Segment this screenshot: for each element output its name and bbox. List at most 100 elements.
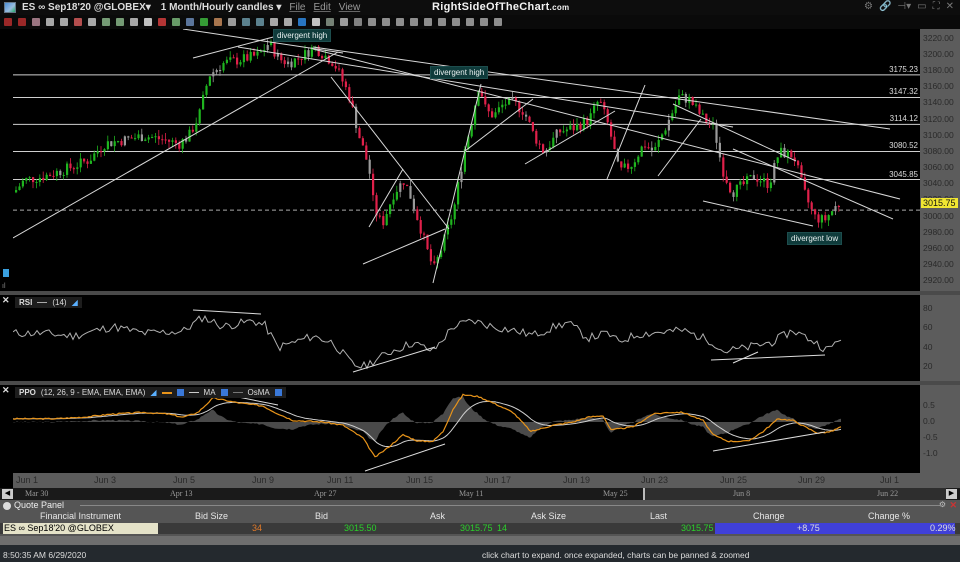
circle-icon[interactable] — [88, 18, 96, 26]
collapse-icon[interactable] — [3, 502, 11, 510]
pane-marker-icon[interactable] — [3, 269, 9, 277]
trendline[interactable] — [524, 110, 616, 165]
col-change-pct[interactable]: Change % — [868, 511, 911, 521]
more-dropdown-icon[interactable] — [494, 18, 502, 26]
close-icon[interactable]: ✕ — [945, 1, 954, 12]
pane-separator[interactable] — [0, 381, 960, 385]
trendline[interactable] — [182, 29, 344, 54]
pane-separator[interactable] — [0, 291, 960, 295]
rsi-close-icon[interactable]: ✕ — [2, 295, 10, 305]
navigator-thumb[interactable] — [643, 488, 946, 500]
palette-icon[interactable] — [74, 18, 82, 26]
menu-edit[interactable]: Edit — [313, 2, 331, 13]
trendline[interactable] — [312, 46, 891, 130]
layout-icon[interactable] — [130, 18, 138, 26]
pointer-icon[interactable] — [32, 18, 40, 26]
time-axis[interactable]: Jun 1 Jun 3 Jun 5 Jun 9 Jun 11 Jun 15 Jun 17 Ju… — [13, 473, 960, 488]
trendline[interactable] — [368, 168, 404, 228]
pin-icon[interactable]: ⊣▾ — [897, 1, 912, 12]
globe-icon[interactable] — [214, 18, 222, 26]
maximize-icon[interactable]: ⛶ — [932, 1, 940, 12]
print-icon[interactable] — [60, 18, 68, 26]
col-bid[interactable]: Bid — [315, 511, 329, 521]
rsi-trendline[interactable] — [732, 351, 759, 364]
ppo-trendline[interactable] — [364, 443, 446, 472]
rsi-legend[interactable]: RSI (14) ◢ — [15, 297, 82, 308]
snapshot-icon[interactable] — [102, 18, 110, 26]
trendline[interactable] — [702, 200, 814, 227]
draw-line-icon[interactable] — [158, 18, 166, 26]
ppo-legend[interactable]: PPO (12, 26, 9 - EMA, EMA, EMA) ◢ MA OsM… — [15, 387, 286, 398]
rsi-trendline[interactable] — [710, 354, 826, 361]
rsi-axis[interactable]: 80 60 40 20 — [920, 295, 960, 381]
candlesticks[interactable] — [15, 39, 840, 269]
crosshair-icon[interactable] — [18, 18, 26, 26]
remove-icon[interactable] — [4, 18, 12, 26]
trendline[interactable] — [657, 118, 702, 177]
ppo-canvas[interactable] — [13, 385, 920, 473]
settings-icon[interactable]: ⚙ — [864, 1, 873, 12]
trendline[interactable] — [606, 84, 646, 180]
col-ask-size[interactable]: Ask Size — [531, 511, 567, 521]
redo-icon[interactable] — [284, 18, 292, 26]
fit2-icon[interactable] — [438, 18, 446, 26]
timeframe-selector[interactable]: 1 Month/Hourly candles ▾ — [160, 2, 282, 13]
ma-visible-checkbox[interactable] — [220, 389, 228, 396]
panel-resize-strip[interactable] — [0, 536, 960, 545]
trendline[interactable] — [464, 98, 534, 152]
scroll-left-button[interactable]: ◀ — [2, 489, 13, 499]
ppo-pane[interactable]: PPO (12, 26, 9 - EMA, EMA, EMA) ◢ MA OsM… — [13, 385, 920, 473]
bar-spacing2-icon[interactable] — [410, 18, 418, 26]
fib-icon[interactable] — [354, 18, 362, 26]
trendline[interactable] — [237, 46, 734, 128]
annotation-label[interactable]: divergent high — [273, 29, 332, 42]
forward-icon[interactable] — [298, 18, 306, 26]
trendline[interactable] — [732, 148, 894, 220]
trendline[interactable] — [362, 228, 446, 265]
rsi-canvas[interactable] — [13, 295, 920, 381]
annotation-label[interactable]: divergent high — [430, 66, 489, 79]
trendline[interactable] — [432, 83, 482, 284]
bar-style-icon[interactable] — [172, 18, 180, 26]
volume-toggle-icon[interactable]: ıl — [2, 283, 6, 290]
filter2-icon[interactable] — [312, 18, 320, 26]
trendline[interactable] — [312, 48, 901, 200]
trendline[interactable] — [330, 76, 450, 230]
bar-spacing-icon[interactable] — [396, 18, 404, 26]
grid-icon[interactable] — [46, 18, 54, 26]
col-last[interactable]: Last — [650, 511, 668, 521]
quote-panel-header[interactable]: Quote Panel ⚙ ✕ — [0, 500, 960, 511]
undo-icon[interactable] — [270, 18, 278, 26]
panel-close-icon[interactable]: ✕ — [949, 500, 957, 510]
annotation-label[interactable]: divergent low — [787, 232, 843, 245]
col-ask[interactable]: Ask — [430, 511, 446, 521]
trendline[interactable] — [672, 103, 797, 162]
ppo-visible-checkbox[interactable] — [176, 389, 184, 396]
pencil-icon[interactable] — [228, 18, 236, 26]
menu-file[interactable]: File — [289, 2, 306, 13]
zoom-in-icon[interactable] — [368, 18, 376, 26]
rsi-trendline[interactable] — [352, 346, 436, 373]
mountain-icon[interactable] — [186, 18, 194, 26]
ppo-close-icon[interactable]: ✕ — [2, 385, 10, 395]
col-change[interactable]: Change — [753, 511, 785, 521]
col-bid-size[interactable]: Bid Size — [195, 511, 229, 521]
scroll-right-button[interactable]: ▶ — [946, 489, 957, 499]
panel-settings-icon[interactable]: ⚙ — [938, 500, 946, 509]
quote-instrument[interactable]: ES ∞ Sep18'20 @GLOBEX — [3, 523, 158, 534]
text-icon[interactable] — [242, 18, 250, 26]
trendline[interactable] — [13, 51, 339, 239]
zoom-out-icon[interactable] — [382, 18, 390, 26]
rsi-pane[interactable]: RSI (14) ◢ — [13, 295, 920, 381]
navigator-scrollbar[interactable]: ◀ ▶ Mar 30 Apr 13 Apr 27 May 11 May 25 Jun 8 J… — [0, 488, 960, 500]
wrench-icon[interactable] — [480, 18, 488, 26]
rsi-settings-icon[interactable]: ◢ — [71, 298, 78, 307]
refresh-icon[interactable] — [452, 18, 460, 26]
sync-icon[interactable] — [466, 18, 474, 26]
ppo-settings-icon[interactable]: ◢ — [150, 388, 157, 397]
channel-icon[interactable] — [326, 18, 334, 26]
ppo-axis[interactable]: 0.5 0.0 -0.5 -1.0 — [920, 385, 960, 473]
fit-icon[interactable] — [424, 18, 432, 26]
osma-visible-checkbox[interactable] — [274, 389, 282, 396]
rsi-trendline[interactable] — [192, 309, 262, 315]
